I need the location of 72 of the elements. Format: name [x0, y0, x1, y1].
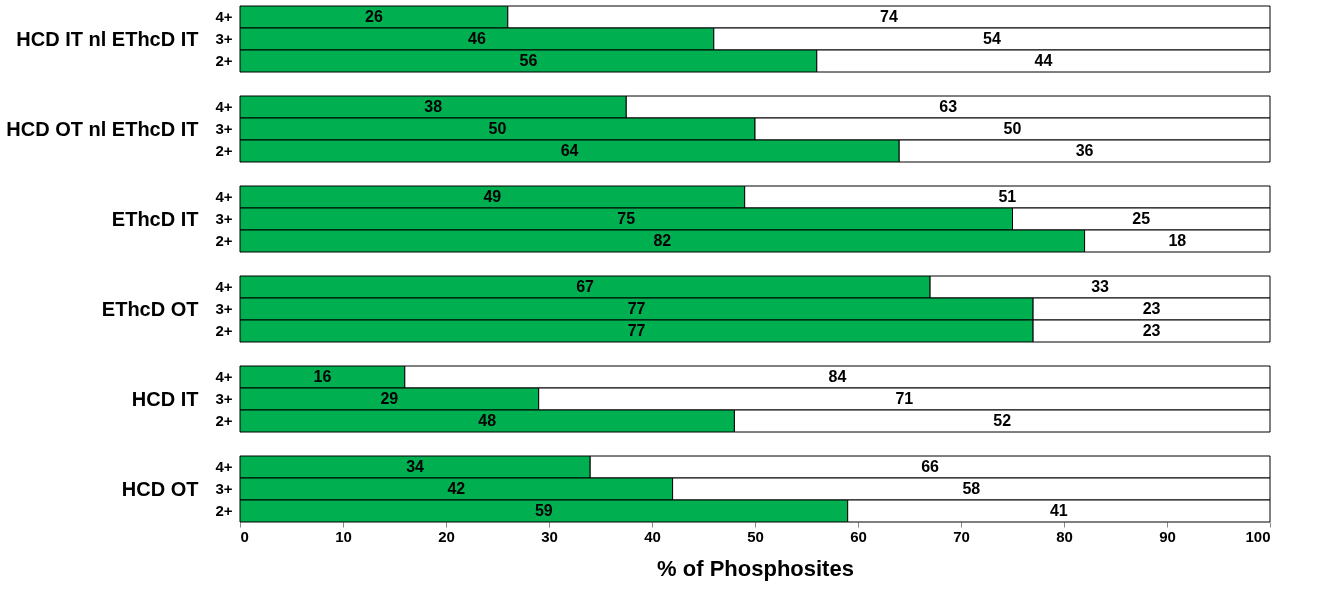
x-tick-label: 80 [1056, 527, 1073, 545]
y-tick-label: 3+ [215, 300, 233, 317]
x-tick-label: 20 [438, 527, 455, 545]
data-label: 58 [962, 480, 981, 497]
data-label: 26 [365, 8, 383, 25]
data-label: 84 [828, 368, 847, 385]
data-label: 36 [1075, 142, 1094, 159]
x-tick-label: 40 [644, 527, 661, 545]
data-label: 25 [1132, 210, 1151, 227]
data-label: 16 [313, 368, 332, 385]
x-tick-label: 50 [747, 527, 764, 545]
y-tick-label: 4+ [215, 278, 233, 295]
data-label: 48 [478, 412, 497, 429]
y-tick-label: 4+ [215, 458, 233, 475]
y-tick-label: 4+ [215, 188, 233, 205]
x-tick-label: 100 [1245, 527, 1271, 545]
y-axis-title: EThcD IT [111, 207, 199, 230]
data-label: 71 [895, 390, 914, 407]
data-label: 38 [424, 98, 443, 115]
data-label: 33 [1091, 278, 1110, 295]
data-label: 52 [993, 412, 1012, 429]
y-axis-title: HCD OT nl EThcD IT [6, 117, 199, 140]
data-label: 23 [1142, 322, 1161, 339]
data-label: 74 [880, 8, 898, 25]
y-tick-label: 2+ [215, 232, 233, 249]
y-tick-label: 2+ [215, 502, 233, 519]
data-label: 54 [983, 30, 1001, 47]
y-tick-label: 3+ [215, 30, 233, 47]
y-tick-label: 4+ [215, 98, 233, 115]
x-tick-label: 30 [541, 527, 558, 545]
y-tick-label: 3+ [215, 210, 233, 227]
data-label: 44 [1034, 52, 1053, 69]
y-axis-title: EThcD OT [101, 297, 199, 320]
data-label: 50 [488, 120, 507, 137]
data-label: 42 [447, 480, 466, 497]
x-tick-label: 70 [953, 527, 970, 545]
y-tick-label: 2+ [215, 412, 233, 429]
data-label: 67 [576, 278, 595, 295]
data-label: 51 [998, 188, 1017, 205]
data-label: 49 [483, 188, 502, 205]
data-label: 75 [617, 210, 636, 227]
y-tick-label: 2+ [215, 52, 233, 69]
y-tick-label: 4+ [215, 8, 233, 25]
data-label: 34 [406, 458, 425, 475]
data-label: 66 [921, 458, 940, 475]
y-tick-label: 2+ [215, 142, 233, 159]
data-label: 18 [1168, 232, 1187, 249]
y-axis-title: HCD IT [131, 387, 199, 410]
x-tick-label: 90 [1159, 527, 1176, 545]
y-tick-label: 4+ [215, 368, 233, 385]
data-label: 59 [534, 502, 553, 519]
y-tick-label: 2+ [215, 322, 233, 339]
data-label: 23 [1142, 300, 1161, 317]
y-tick-label: 3+ [215, 480, 233, 497]
data-label: 77 [627, 300, 646, 317]
y-tick-label: 3+ [215, 390, 233, 407]
data-label: 50 [1003, 120, 1022, 137]
data-label: 46 [468, 30, 486, 47]
x-tick-label: 0 [240, 527, 249, 545]
data-label: 29 [380, 390, 399, 407]
x-tick-label: 10 [335, 527, 352, 545]
y-axis-title: HCD IT nl EThcD IT [16, 27, 199, 50]
data-label: 63 [939, 98, 958, 115]
data-label: 56 [519, 52, 538, 69]
data-label: 64 [560, 142, 579, 159]
data-label: 41 [1049, 502, 1068, 519]
data-label: 82 [653, 232, 672, 249]
data-label: 77 [627, 322, 646, 339]
x-tick-label: 60 [850, 527, 867, 545]
y-axis-title: HCD OT [121, 477, 199, 500]
y-tick-label: 3+ [215, 120, 233, 137]
x-axis-title: % of Phosphosites [657, 555, 854, 581]
